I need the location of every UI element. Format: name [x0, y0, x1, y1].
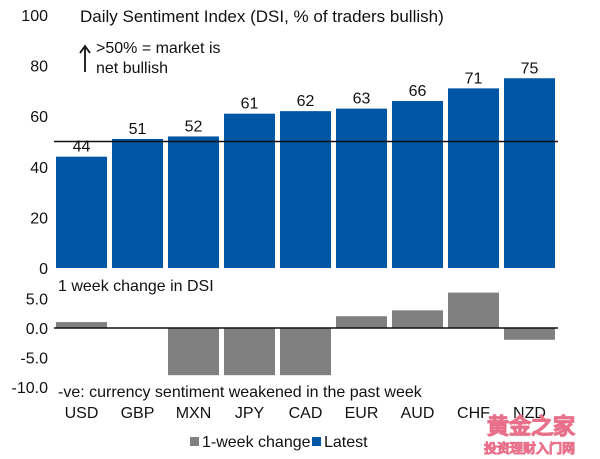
- x-tick-label-cad: CAD: [289, 405, 323, 422]
- upper-y-tick-label: 40: [30, 160, 48, 177]
- latest-bar-jpy: [224, 113, 275, 268]
- latest-data-label-aud: 66: [409, 83, 427, 100]
- x-tick-label-eur: EUR: [345, 405, 379, 422]
- lower-bars: [56, 292, 555, 376]
- watermark: 黄金之家 投资理财入门网: [484, 414, 577, 458]
- x-tick-label-chf: CHF: [457, 405, 490, 422]
- change-bar-nzd: [504, 328, 555, 340]
- latest-data-label-nzd: 75: [521, 60, 539, 77]
- latest-bar-chf: [448, 88, 499, 269]
- latest-bar-aud: [392, 101, 443, 269]
- upper-chart-title: Daily Sentiment Index (DSI, % of traders…: [80, 7, 444, 26]
- lower-y-tick-label: -5.0: [20, 351, 48, 368]
- upper-chart: 0 20 40 60 80 100 Daily Sentiment Index (DSI,…: [21, 7, 558, 278]
- bullish-annotation: >50% = market is net bullish: [79, 40, 221, 77]
- latest-data-label-chf: 71: [465, 70, 483, 87]
- legend: 1-week change Latest: [190, 434, 368, 451]
- up-arrow-icon: [79, 44, 91, 72]
- latest-data-label-cad: 62: [297, 93, 315, 110]
- annotation-line-1: >50% = market is: [96, 40, 221, 57]
- latest-data-label-eur: 63: [353, 91, 371, 108]
- legend-label-1-week-change: 1-week change: [202, 434, 311, 451]
- annotation-line-2: net bullish: [96, 60, 168, 77]
- latest-data-label-jpy: 61: [241, 96, 259, 113]
- change-bar-jpy: [224, 328, 275, 376]
- x-tick-label-usd: USD: [65, 405, 99, 422]
- latest-bar-eur: [336, 108, 387, 268]
- x-tick-label-gbp: GBP: [121, 405, 155, 422]
- latest-bar-cad: [280, 111, 331, 268]
- legend-swatch-latest: [312, 437, 321, 446]
- x-axis-labels: USD GBP MXN JPY CAD EUR AUD CHF NZD: [65, 405, 546, 422]
- watermark-line-2: 投资理财入门网: [484, 441, 575, 457]
- change-bar-chf: [448, 292, 499, 328]
- lower-y-axis: 5.0 0.0 -5.0 -10.0: [12, 292, 49, 398]
- upper-y-axis: 0 20 40 60 80 100: [21, 8, 48, 278]
- upper-y-tick-label: 60: [30, 109, 48, 126]
- lower-chart: 5.0 0.0 -5.0 -10.0 1 week change in DSI -ve…: [12, 278, 558, 401]
- x-tick-label-nzd: NZD: [513, 405, 546, 422]
- upper-y-tick-label: 20: [30, 210, 48, 227]
- upper-y-tick-label: 0: [39, 261, 48, 278]
- latest-data-label-mxn: 52: [185, 118, 203, 135]
- lower-y-tick-label: -10.0: [12, 380, 49, 397]
- x-tick-label-jpy: JPY: [235, 405, 265, 422]
- lower-y-tick-label: 5.0: [26, 292, 48, 309]
- watermark-line-1: 黄金之家: [487, 414, 576, 440]
- latest-bar-mxn: [168, 136, 219, 268]
- change-bar-aud: [392, 310, 443, 328]
- latest-bar-usd: [56, 156, 107, 268]
- upper-y-tick-label: 100: [21, 8, 48, 25]
- lower-chart-title: 1 week change in DSI: [58, 278, 214, 295]
- latest-bar-gbp: [112, 138, 163, 268]
- upper-y-tick-label: 80: [30, 59, 48, 76]
- lower-y-tick-label: 0.0: [26, 321, 48, 338]
- x-tick-label-aud: AUD: [401, 405, 435, 422]
- lower-chart-annotation: -ve: currency sentiment weakened in the …: [58, 384, 423, 401]
- latest-data-label-gbp: 51: [129, 121, 147, 138]
- legend-swatch-1-week-change: [190, 437, 199, 446]
- change-bar-eur: [336, 316, 387, 328]
- upper-data-labels: 44 51 52 61 62 63 66 71 75: [73, 60, 539, 155]
- change-bar-usd: [56, 322, 107, 328]
- change-bar-mxn: [168, 328, 219, 376]
- latest-data-label-usd: 44: [73, 139, 91, 156]
- x-tick-label-mxn: MXN: [176, 405, 212, 422]
- upper-bars: [56, 78, 555, 269]
- latest-bar-nzd: [504, 78, 555, 268]
- change-bar-cad: [280, 328, 331, 376]
- legend-label-latest: Latest: [324, 434, 368, 451]
